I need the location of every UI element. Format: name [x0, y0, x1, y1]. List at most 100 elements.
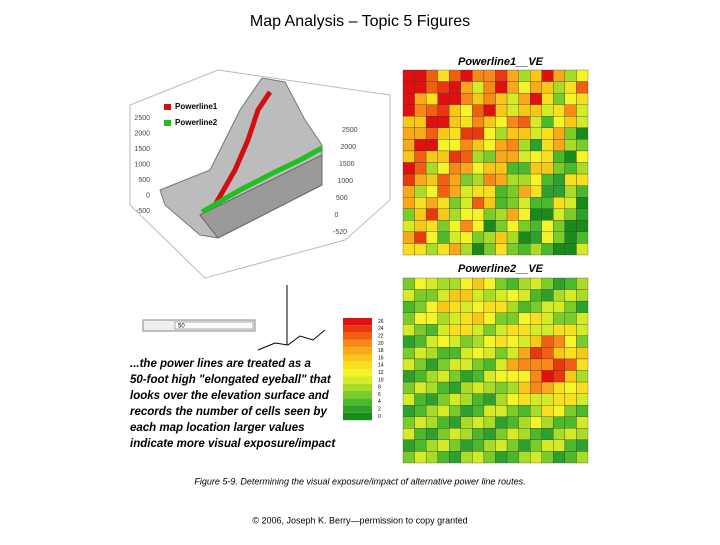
map-cell [414, 312, 427, 325]
legend-label: 2 [378, 407, 381, 413]
map-cell [449, 312, 461, 325]
map-cell [518, 358, 531, 371]
map-cell [414, 162, 427, 175]
map-cell [472, 312, 485, 325]
legend-label: Powerline1 [175, 102, 218, 111]
map-cell [472, 289, 485, 302]
map-cell [449, 370, 461, 383]
map-cell [518, 405, 531, 417]
map-cell [449, 289, 461, 302]
map-cell [564, 439, 577, 452]
map-cell [483, 381, 496, 394]
legend-label: 16 [378, 355, 384, 361]
map-cell [460, 300, 473, 313]
map-cell [437, 451, 450, 464]
map-cell [495, 139, 508, 152]
map-cell [483, 127, 496, 140]
map-cell [483, 347, 496, 360]
map-cell [437, 300, 450, 313]
map-cell [553, 162, 566, 175]
map-cell [414, 231, 427, 244]
map-cell [518, 393, 531, 406]
axis-label: 1000 [134, 161, 150, 168]
map-cell [460, 185, 473, 198]
map-cell [541, 335, 554, 348]
map-cell [541, 300, 554, 313]
map-cell [472, 208, 485, 221]
map-cell [530, 116, 542, 128]
map-cell [495, 300, 508, 313]
slider-field[interactable] [174, 321, 254, 330]
map-cell [483, 289, 496, 302]
map-cell [541, 127, 554, 140]
map-cell [506, 69, 519, 82]
map-cell [425, 116, 438, 128]
map-cell [449, 81, 461, 94]
map-cell [495, 173, 508, 186]
map-cell [518, 335, 531, 348]
map-cell [414, 208, 427, 221]
map-cell [402, 347, 415, 360]
map-cell [437, 162, 450, 175]
map-cell [483, 139, 496, 152]
map-cell [437, 116, 450, 128]
axis-label: 0 [335, 212, 339, 219]
map-cell [495, 289, 508, 302]
map-cell [460, 347, 473, 360]
map-cell [553, 381, 566, 394]
map-cell [425, 243, 438, 256]
map-cell [518, 324, 531, 336]
map-cell [425, 393, 438, 406]
map-cell [564, 185, 577, 198]
map-cell [402, 116, 415, 128]
map-cell [449, 197, 461, 209]
map-cell [530, 347, 542, 360]
map-cell [541, 197, 554, 209]
map-cell [541, 208, 554, 221]
map-cell [414, 104, 427, 117]
map-cell [518, 127, 531, 140]
map-cell [460, 312, 473, 325]
map-cell [553, 277, 566, 290]
map-cell [437, 312, 450, 325]
map-cell [576, 451, 589, 464]
legend-label: 14 [378, 363, 384, 369]
map-cell [553, 208, 566, 221]
map-cell [530, 92, 542, 105]
surface-side [199, 154, 323, 239]
map-cell [506, 324, 519, 336]
map-cell [530, 231, 542, 244]
map-cell [530, 405, 542, 417]
map-cell [495, 439, 508, 452]
map-cell [541, 173, 554, 186]
map-cell [541, 220, 554, 233]
map-cell [402, 243, 415, 256]
map-cell [414, 358, 427, 371]
map-cell [402, 393, 415, 406]
map-cell [576, 92, 589, 105]
note-line: 50-foot high "elongated eyeball" that [130, 374, 332, 386]
legend-label: 22 [378, 334, 384, 340]
map-cell [414, 347, 427, 360]
legend-band [343, 383, 372, 391]
map-cell [564, 312, 577, 325]
map-cell [553, 243, 566, 256]
map-cell [449, 358, 461, 371]
map-cell [564, 428, 577, 441]
map-cell [483, 335, 496, 348]
map-cell [483, 393, 496, 406]
map-cell [449, 150, 461, 163]
map-cell [576, 243, 589, 256]
map-cell [541, 347, 554, 360]
map-cell [495, 81, 508, 94]
map-cell [530, 104, 542, 117]
map-cell [414, 185, 427, 198]
map-cell [414, 116, 427, 128]
map-cell [506, 104, 519, 117]
map-cell [553, 92, 566, 105]
map-cell [495, 208, 508, 221]
note-line: looks over the elevation surface and [130, 390, 330, 402]
legend-label: Powerline2 [175, 118, 218, 127]
map-cell [402, 150, 415, 163]
map-cell [449, 220, 461, 233]
